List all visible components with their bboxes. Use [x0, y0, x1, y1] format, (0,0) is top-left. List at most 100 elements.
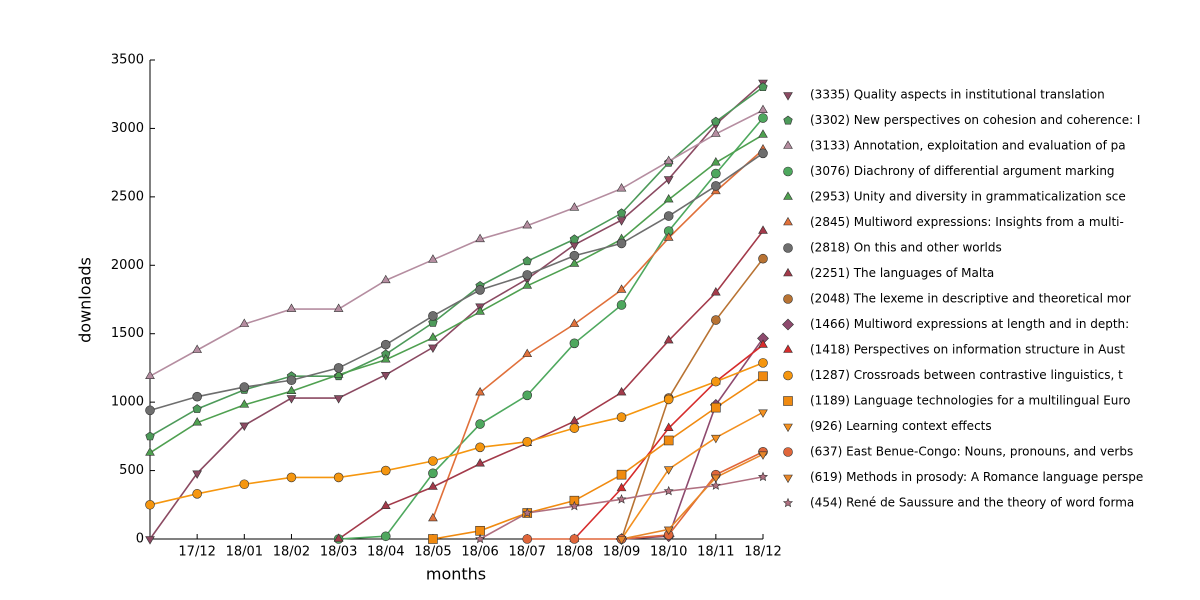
data-point	[475, 233, 485, 243]
legend-marker	[783, 267, 793, 277]
x-tick-label: 18/09	[603, 545, 640, 560]
data-point	[663, 211, 674, 221]
x-tick-label: 18/05	[414, 545, 451, 560]
data-point	[475, 386, 485, 396]
data-point	[711, 315, 721, 325]
legend-label: (3076) Diachrony of differential argumen…	[810, 164, 1115, 178]
data-point	[663, 334, 674, 344]
data-point	[616, 300, 627, 310]
data-point	[192, 489, 202, 499]
series-line	[620, 258, 764, 540]
series-line	[149, 109, 764, 377]
series-line	[149, 81, 764, 540]
data-point	[380, 465, 391, 476]
data-point	[192, 344, 203, 353]
x-tick-label: 17/12	[178, 545, 215, 560]
data-point	[663, 466, 674, 475]
data-point	[380, 371, 391, 381]
data-point	[710, 434, 721, 444]
data-point	[145, 370, 155, 379]
legend-marker	[782, 318, 794, 331]
data-point	[475, 442, 485, 453]
legend-marker	[783, 243, 793, 253]
legend-marker	[782, 497, 794, 508]
data-point	[758, 358, 768, 368]
data-point	[522, 280, 533, 289]
data-point	[192, 391, 202, 402]
x-tick-label: 18/08	[556, 545, 593, 560]
data-point	[758, 339, 768, 348]
data-point	[757, 471, 769, 482]
data-point	[475, 419, 485, 429]
data-point	[569, 318, 580, 327]
legend-label: (2845) Multiword expressions: Insights f…	[810, 215, 1124, 229]
legend-label: (1189) Language technologies for a multi…	[810, 394, 1130, 408]
data-point	[333, 533, 344, 542]
x-tick-label: 18/06	[461, 545, 498, 560]
data-point	[380, 339, 391, 350]
data-point	[758, 451, 768, 460]
legend-label: (2953) Unity and diversity in grammatica…	[810, 190, 1126, 204]
series-line	[527, 451, 764, 540]
legend-marker	[783, 166, 793, 177]
legend-label: (1418) Perspectives on information struc…	[810, 343, 1125, 357]
legend-label: (3133) Annotation, exploitation and eval…	[810, 139, 1126, 153]
series-line	[338, 230, 764, 540]
legend-label: (637) East Benue-Congo: Nouns, pronouns,…	[810, 445, 1133, 459]
data-point	[145, 536, 155, 545]
data-point	[145, 431, 155, 441]
legend-marker	[783, 344, 793, 353]
data-point	[663, 176, 674, 185]
x-tick-label: 18/03	[320, 545, 357, 560]
data-point	[286, 395, 297, 404]
data-point	[710, 157, 721, 166]
x-axis-label: months	[426, 565, 486, 584]
data-point	[710, 128, 721, 137]
data-point	[192, 404, 202, 413]
data-point	[663, 193, 674, 203]
data-point	[522, 270, 533, 280]
legend-marker	[783, 216, 793, 226]
data-point	[663, 394, 674, 405]
legend-marker	[783, 115, 793, 125]
data-point	[569, 234, 580, 244]
data-point	[475, 533, 486, 544]
data-point	[616, 386, 627, 396]
data-point	[333, 369, 344, 378]
series-line	[432, 149, 764, 519]
data-point	[239, 382, 250, 392]
data-point	[380, 354, 391, 363]
legend-label: (3302) New perspectives on cohesion and …	[810, 113, 1140, 127]
data-point	[758, 409, 768, 418]
data-point	[711, 168, 721, 179]
data-point	[428, 456, 438, 466]
data-point	[145, 405, 155, 416]
data-point	[428, 332, 438, 341]
series-line	[149, 152, 764, 412]
data-point	[569, 500, 580, 511]
legend-marker	[783, 140, 793, 149]
data-point	[663, 422, 674, 431]
data-point	[475, 285, 485, 295]
data-point	[145, 499, 155, 510]
data-point	[616, 284, 627, 293]
data-point	[286, 375, 297, 386]
data-point	[428, 344, 438, 353]
legend-label: (926) Learning context effects	[810, 419, 992, 433]
data-point	[711, 181, 721, 191]
data-point	[616, 183, 627, 192]
legend-marker	[783, 423, 793, 433]
y-tick-label: 2000	[111, 258, 144, 273]
legend-label: (2048) The lexeme in descriptive and the…	[810, 292, 1131, 306]
legend-label: (2818) On this and other worlds	[810, 241, 1002, 255]
data-point	[428, 317, 438, 327]
data-point	[711, 402, 721, 413]
data-point	[428, 534, 438, 544]
data-point	[711, 116, 721, 126]
data-point	[710, 480, 721, 490]
legend-label: (1287) Crossroads between contrastive li…	[810, 368, 1123, 382]
y-tick-label: 3500	[111, 53, 144, 68]
y-tick-label: 3000	[111, 121, 144, 136]
x-tick-label: 18/04	[367, 545, 404, 560]
data-point	[663, 485, 674, 496]
